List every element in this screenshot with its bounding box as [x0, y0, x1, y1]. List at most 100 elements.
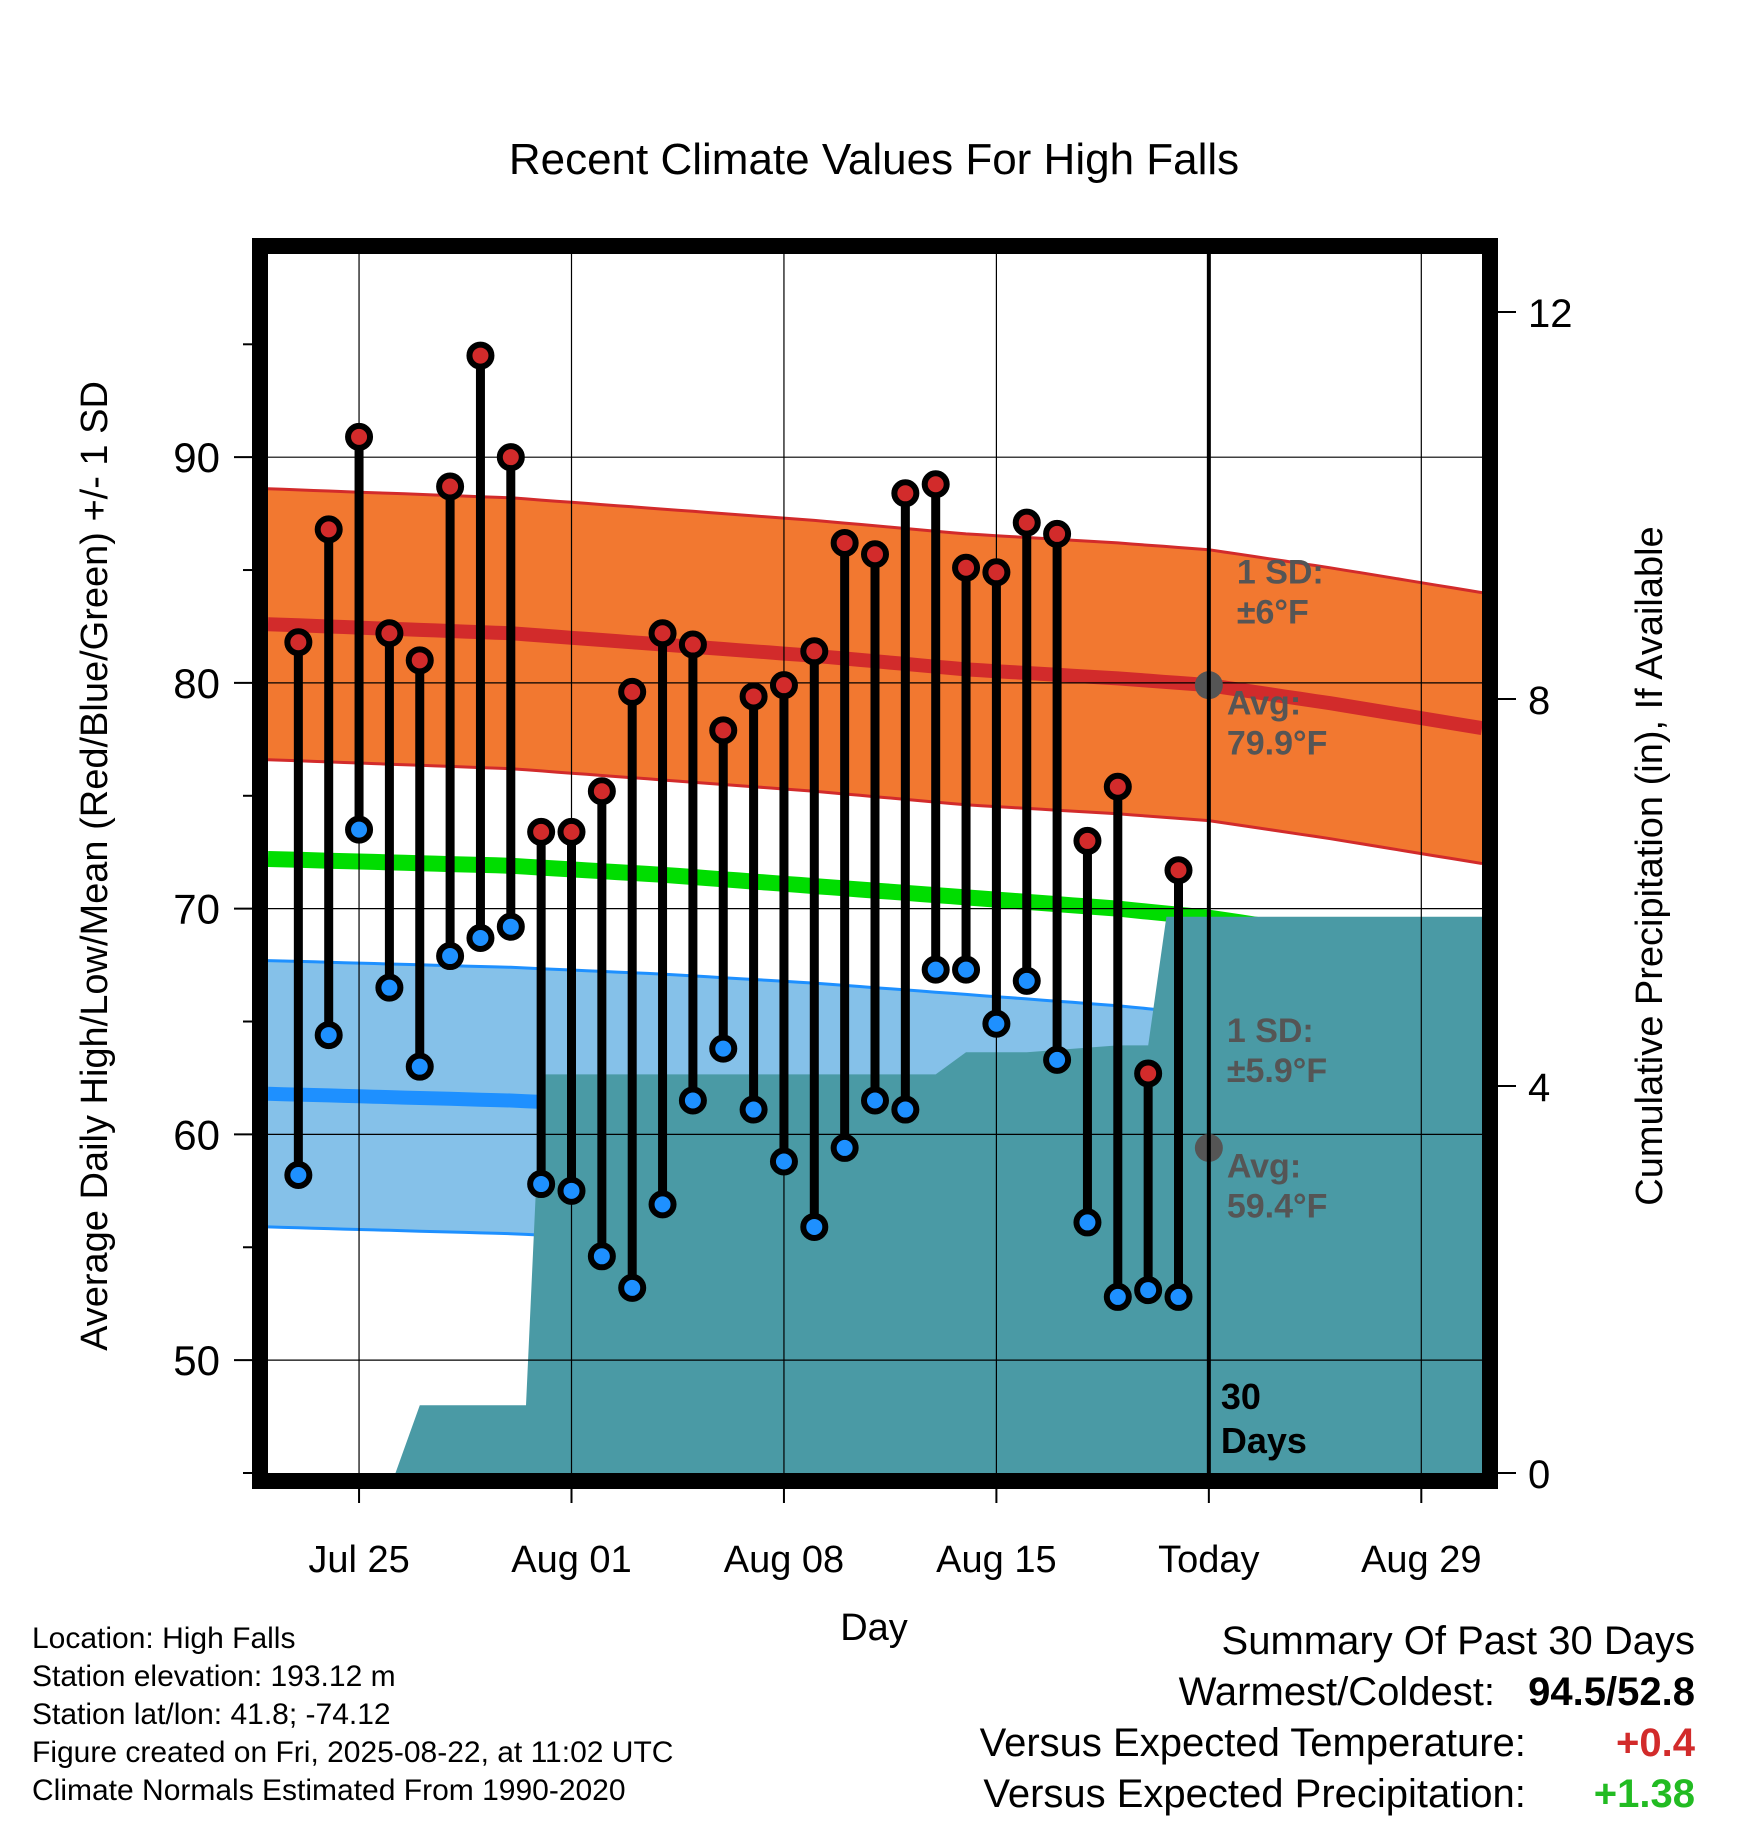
high-point: [618, 677, 647, 706]
low-avg-annotation: Avg: 59.4°F: [1227, 1147, 1328, 1225]
info-location: Location: High Falls: [32, 1622, 296, 1655]
y2-tick-label: 4: [1528, 1066, 1550, 1110]
high-point: [466, 341, 495, 370]
low-point: [1073, 1208, 1102, 1237]
high-point: [1012, 508, 1041, 537]
summary-precip: Versus Expected Precipitation: +1.38: [980, 1769, 1695, 1820]
x-tick-label: Jul 25: [308, 1539, 409, 1581]
high-point: [739, 682, 768, 711]
y-tick-label: 80: [173, 660, 220, 707]
low-point: [678, 1086, 707, 1115]
low-point: [921, 955, 950, 984]
y2-tick-label: 0: [1528, 1453, 1550, 1497]
low-point: [1103, 1282, 1132, 1311]
high-sd-annotation: 1 SD: ±6°F: [1237, 554, 1324, 632]
x-tick-label: Aug 08: [724, 1539, 844, 1581]
high-point: [709, 716, 738, 745]
high-point: [496, 443, 525, 472]
y2-tick-label: 12: [1528, 292, 1573, 336]
high-avg-annotation: Avg: 79.9°F: [1227, 685, 1328, 763]
low-point: [709, 1034, 738, 1063]
y2-tick-label: 8: [1528, 679, 1550, 723]
high-point: [436, 472, 465, 501]
station-info: Location: High Falls Station elevation: …: [32, 1620, 673, 1810]
high-point: [982, 558, 1011, 587]
high-upper-edge: [268, 487, 1482, 595]
high-point: [678, 630, 707, 659]
info-elevation: Station elevation: 193.12 m: [32, 1660, 396, 1693]
axes: 50 60 70 80 90 0 4 8 12 Jul 25 Aug 01 Aug 08 Aug 15 T…: [173, 292, 1572, 1581]
y-axis-label: Average Daily High/Low/Mean (Red/Blue/Gr…: [74, 381, 116, 1351]
high-point: [648, 619, 677, 648]
low-point: [314, 1021, 343, 1050]
low-point: [648, 1190, 677, 1219]
high-point: [861, 540, 889, 569]
warmest-value: 94.5: [1528, 1670, 1607, 1714]
low-point: [982, 1009, 1011, 1038]
info-normals: Climate Normals Estimated From 1990-2020: [32, 1774, 626, 1807]
high-point: [375, 619, 404, 648]
low-point: [1012, 966, 1041, 995]
info-latlon: Station lat/lon: 41.8; -74.12: [32, 1698, 391, 1731]
low-point: [769, 1147, 798, 1176]
summary-temp: Versus Expected Temperature: +0.4: [980, 1718, 1695, 1769]
temp-value: +0.4: [1616, 1721, 1695, 1765]
plot-frame: [252, 238, 1498, 1489]
low-point: [861, 1086, 889, 1115]
high-point: [952, 553, 981, 582]
y-tick-label: 60: [173, 1111, 220, 1158]
high-point: [405, 646, 434, 675]
x-tick-label: Aug 01: [511, 1539, 631, 1581]
today-days-label: 30 Days: [1221, 1376, 1307, 1461]
high-point: [1043, 519, 1072, 548]
warm-cold-label: Warmest/Coldest:: [1178, 1670, 1496, 1714]
info-created: Figure created on Fri, 2025-08-22, at 11…: [32, 1736, 674, 1769]
low-point: [284, 1161, 313, 1190]
x-tick-label: Aug 15: [936, 1539, 1056, 1581]
high-point: [314, 515, 343, 544]
high-point: [921, 470, 950, 499]
high-point: [1073, 826, 1102, 855]
low-point: [466, 923, 495, 952]
low-point: [1134, 1276, 1163, 1305]
high-point: [587, 777, 616, 806]
x-tick-label: Today: [1158, 1539, 1259, 1581]
chart-title: Recent Climate Values For High Falls: [509, 135, 1239, 184]
low-point: [527, 1170, 556, 1199]
low-point: [405, 1052, 434, 1081]
temp-label: Versus Expected Temperature:: [979, 1721, 1526, 1765]
high-point: [800, 637, 829, 666]
coldest-value: 52.8: [1617, 1670, 1695, 1714]
high-point: [345, 422, 374, 451]
daily-data-marks: [284, 341, 1193, 1311]
y2-axis-label: Cumulative Precipitation (in), If Availa…: [1629, 526, 1671, 1205]
summary-title: Summary Of Past 30 Days: [1221, 1619, 1695, 1663]
low-point: [618, 1273, 647, 1302]
high-point: [830, 528, 859, 557]
summary-panel: Summary Of Past 30 Days Warmest/Coldest:…: [980, 1616, 1695, 1820]
summary-warm-cold: Warmest/Coldest: 94.5/52.8: [1178, 1670, 1695, 1714]
high-point: [557, 817, 586, 846]
high-point: [769, 671, 798, 700]
high-point: [1134, 1059, 1163, 1088]
low-point: [1164, 1282, 1193, 1311]
x-tick-label: Aug 29: [1361, 1539, 1481, 1581]
precip-label: Versus Expected Precipitation:: [983, 1772, 1526, 1816]
today-marker: 30 Days: [1206, 254, 1307, 1473]
high-point: [527, 817, 556, 846]
low-sd-annotation: 1 SD: ±5.9°F: [1227, 1012, 1327, 1090]
high-point: [284, 628, 313, 657]
low-point: [557, 1176, 586, 1205]
low-point: [345, 815, 374, 844]
low-point: [830, 1133, 859, 1162]
y-tick-label: 50: [173, 1337, 220, 1384]
x-axis-label: Day: [840, 1607, 908, 1649]
low-point: [891, 1095, 920, 1124]
low-point: [739, 1095, 768, 1124]
precip-value: +1.38: [1593, 1772, 1695, 1816]
low-point: [800, 1212, 829, 1241]
low-point: [436, 942, 465, 971]
high-point: [891, 479, 920, 508]
y-tick-label: 90: [173, 434, 220, 481]
high-point: [1164, 856, 1193, 885]
